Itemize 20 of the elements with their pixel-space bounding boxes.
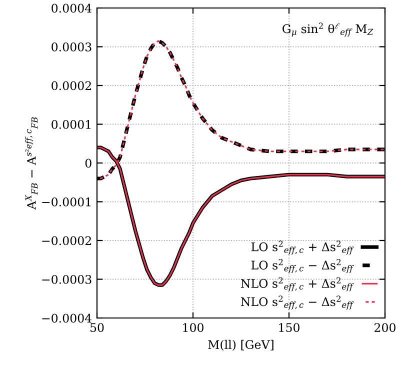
legend-label: NLO s$^{2}$$_{eff,c}$ + Δs$^{2}$$_{eff}$ [240, 277, 354, 292]
y-axis-title: A$^{X}$$_{FB}$ − A$^{s²eff,c}$$_{FB}$ [25, 117, 38, 210]
x-tick-label: 150 [279, 323, 300, 332]
text: G$_{μ}$ sin$^{2}$ θ$^{ℓ}$$_{eff}$ M$_{Z}$ [282, 22, 374, 37]
y-tick-label: 0.0001 [52, 120, 90, 129]
legend-label: LO s$^{2}$$_{eff,c}$ + Δs$^{2}$$_{eff}$ [251, 240, 354, 255]
legend-label: NLO s$^{2}$$_{eff,c}$ − Δs$^{2}$$_{eff}$ [240, 296, 354, 310]
y-tick-label: −0.0003 [42, 274, 92, 284]
legend-label: LO s$^{2}$$_{eff,c}$ − Δs$^{2}$$_{eff}$ [251, 258, 354, 273]
y-tick-label: 0.0004 [52, 4, 92, 13]
y-tick-label: −0.0001 [42, 197, 90, 206]
y-tick-label: 0.0003 [52, 42, 92, 52]
x-tick-label: 100 [183, 323, 204, 332]
y-tick-label: 0.0002 [52, 81, 91, 90]
y-tick-label: 0 [85, 158, 92, 168]
x-tick-label: 200 [374, 323, 396, 332]
x-tick-label: 50 [90, 323, 104, 332]
y-tick-label: −0.0004 [42, 314, 92, 323]
x-axis-title: M(ll) [GeV] [208, 340, 274, 351]
y-tick-label: −0.0002 [42, 236, 91, 246]
